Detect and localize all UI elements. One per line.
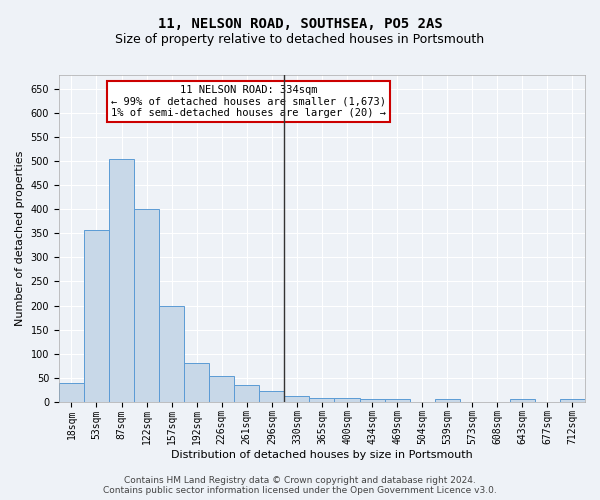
Bar [59, 384, 84, 402]
Bar [134, 210, 159, 402]
Bar [184, 363, 209, 402]
Bar [334, 398, 359, 402]
Bar [209, 376, 234, 402]
Bar [284, 396, 310, 402]
Y-axis label: Number of detached properties: Number of detached properties [15, 150, 25, 326]
Bar [84, 230, 109, 402]
Bar [259, 391, 284, 402]
Bar [234, 384, 259, 402]
Bar [159, 306, 184, 402]
Bar [109, 159, 134, 402]
Text: 11 NELSON ROAD: 334sqm
← 99% of detached houses are smaller (1,673)
1% of semi-d: 11 NELSON ROAD: 334sqm ← 99% of detached… [111, 85, 386, 118]
Bar [359, 399, 385, 402]
Text: Size of property relative to detached houses in Portsmouth: Size of property relative to detached ho… [115, 32, 485, 46]
X-axis label: Distribution of detached houses by size in Portsmouth: Distribution of detached houses by size … [171, 450, 473, 460]
Text: Contains public sector information licensed under the Open Government Licence v3: Contains public sector information licen… [103, 486, 497, 495]
Bar [510, 399, 535, 402]
Text: 11, NELSON ROAD, SOUTHSEA, PO5 2AS: 11, NELSON ROAD, SOUTHSEA, PO5 2AS [158, 18, 442, 32]
Bar [434, 399, 460, 402]
Text: Contains HM Land Registry data © Crown copyright and database right 2024.: Contains HM Land Registry data © Crown c… [124, 476, 476, 485]
Bar [560, 399, 585, 402]
Bar [310, 398, 334, 402]
Bar [385, 399, 410, 402]
